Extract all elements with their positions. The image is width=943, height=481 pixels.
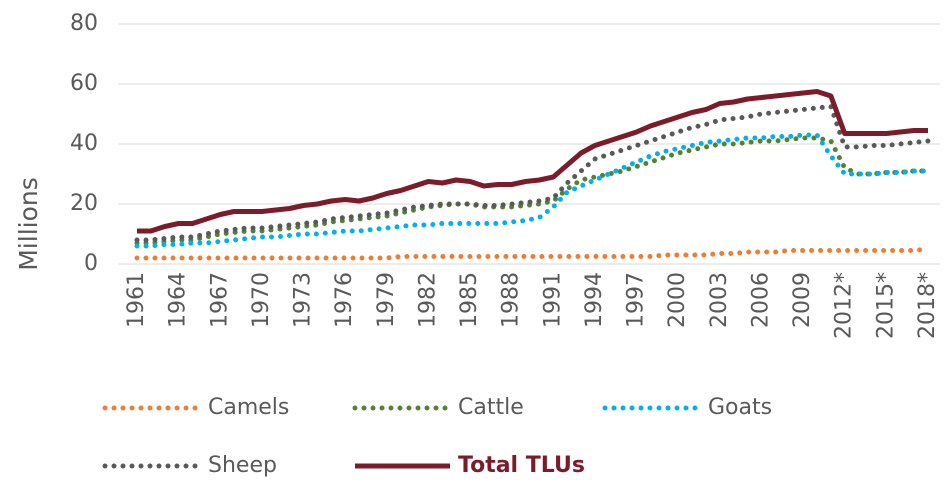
legend-label: Cattle [458, 395, 524, 420]
x-tick-label: 1970 [249, 272, 274, 328]
x-tick-label: 2015* [873, 272, 898, 339]
x-tick-label: 1967 [207, 272, 232, 328]
legend-label: Goats [708, 395, 772, 420]
y-axis-label: Millions [14, 177, 43, 271]
x-tick-label: 1973 [291, 272, 316, 328]
x-tick-label: 2003 [707, 272, 732, 328]
x-tick-label: 1979 [374, 272, 399, 328]
series-line [134, 246, 931, 261]
x-tick-label: 1976 [332, 272, 357, 328]
series-line [134, 132, 931, 249]
y-tick-label: 20 [70, 191, 98, 216]
x-tick-label: 2012* [832, 272, 857, 339]
x-tick-label: 1997 [624, 272, 649, 328]
x-tick-label: 1982 [415, 272, 440, 328]
series-line [134, 135, 931, 246]
x-tick-label: 1991 [540, 272, 565, 328]
x-tick-label: 2018* [915, 272, 940, 339]
y-tick-label: 40 [70, 131, 98, 156]
x-tick-label: 1961 [124, 272, 149, 328]
legend-label: Total TLUs [458, 453, 585, 478]
series-line [137, 89, 928, 234]
series-line [134, 103, 931, 243]
y-tick-label: 60 [70, 71, 98, 96]
y-tick-label: 80 [70, 11, 98, 36]
legend-label: Sheep [208, 453, 277, 478]
x-tick-label: 1994 [582, 272, 607, 328]
x-tick-label: 1988 [499, 272, 524, 328]
x-tick-label: 2006 [748, 272, 773, 328]
x-tick-label: 2009 [790, 272, 815, 328]
x-tick-label: 1964 [166, 272, 191, 328]
x-tick-label: 2000 [665, 272, 690, 328]
legend-label: Camels [208, 395, 289, 420]
x-tick-label: 1985 [457, 272, 482, 328]
y-tick-label: 0 [84, 251, 98, 276]
